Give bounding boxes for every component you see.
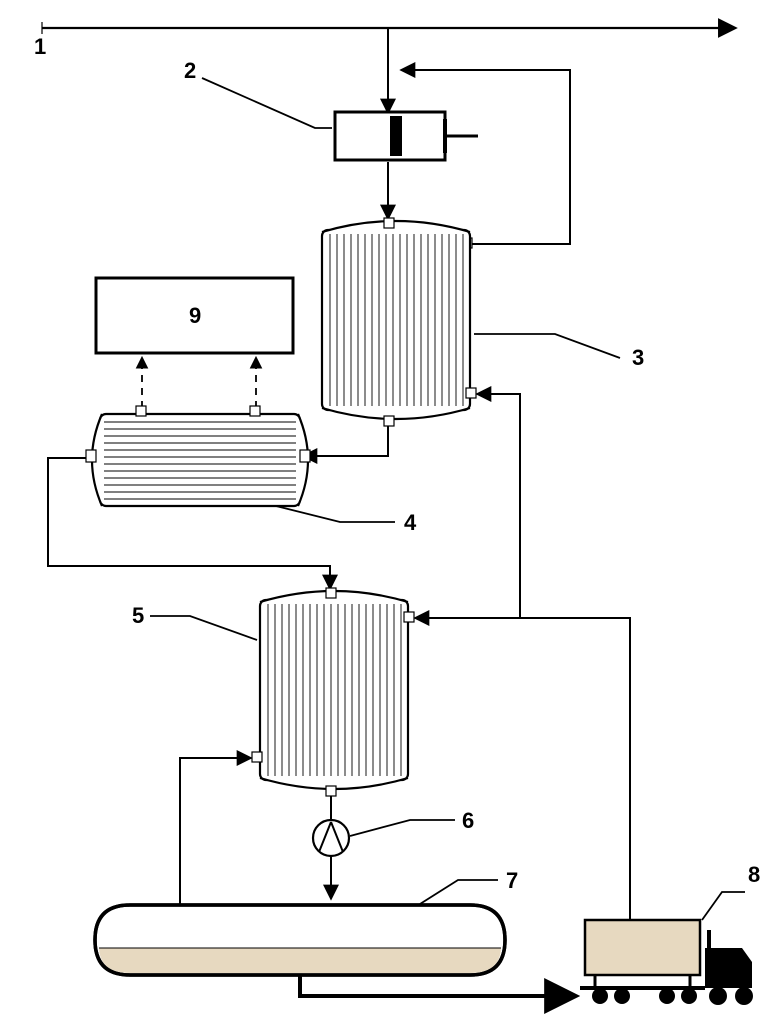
callout-4: 4	[404, 510, 417, 535]
vertical-exchanger-5	[252, 588, 414, 796]
callout-1: 1	[34, 34, 46, 59]
callout-3: 3	[632, 345, 644, 370]
callout-5: 5	[132, 603, 144, 628]
horizontal-exchanger-4	[86, 406, 310, 506]
tanker-truck-8	[580, 920, 753, 1005]
reservoir-7	[95, 905, 505, 975]
callout-8: 8	[748, 862, 760, 887]
callout-9: 9	[189, 303, 201, 328]
pump-6	[313, 820, 349, 856]
vertical-exchanger-3	[322, 218, 476, 426]
process-diagram: 1 2 3 4 5 6 7 8 9	[0, 0, 780, 1025]
callout-6: 6	[462, 808, 474, 833]
callout-2: 2	[184, 58, 196, 83]
compressor	[335, 112, 478, 160]
callout-7: 7	[506, 868, 518, 893]
